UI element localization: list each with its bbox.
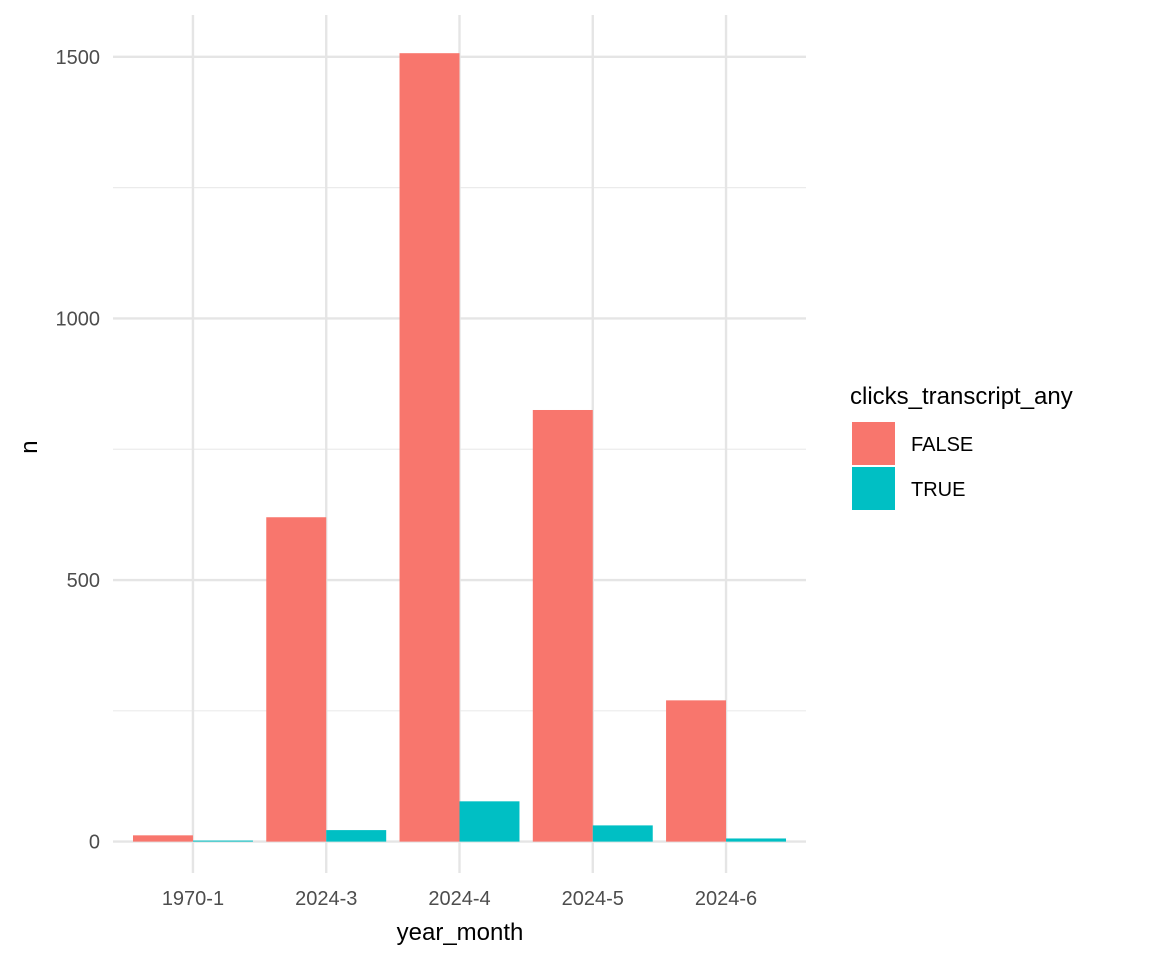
- legend-key-false: [852, 422, 895, 465]
- bar-true-2024-4: [459, 801, 520, 842]
- legend-label-true: TRUE: [911, 479, 965, 501]
- legend-title: clicks_transcript_any: [850, 383, 1073, 410]
- bar-false-1970-1: [132, 835, 193, 842]
- y-tick-label: 1000: [56, 308, 101, 330]
- y-tick-label: 0: [89, 832, 100, 854]
- bar-false-2024-6: [666, 700, 727, 842]
- y-tick-label: 1500: [56, 47, 101, 69]
- x-tick-label: 2024-5: [562, 888, 624, 910]
- bar-true-2024-5: [592, 825, 653, 842]
- bars: [132, 53, 787, 842]
- bar-false-2024-3: [266, 517, 327, 842]
- x-tick-label: 1970-1: [162, 888, 224, 910]
- x-axis-ticks: 1970-1 2024-3 2024-4 2024-5 2024-6: [162, 888, 757, 910]
- bar-true-1970-1: [192, 840, 253, 842]
- x-tick-label: 2024-4: [428, 888, 490, 910]
- legend: clicks_transcript_any FALSE TRUE: [850, 383, 1073, 510]
- bar-true-2024-3: [326, 830, 387, 842]
- x-tick-label: 2024-6: [695, 888, 757, 910]
- bar-true-2024-6: [726, 838, 787, 842]
- legend-label-false: FALSE: [911, 434, 973, 456]
- y-axis-ticks: 0 500 1000 1500: [56, 47, 101, 854]
- x-tick-label: 2024-3: [295, 888, 357, 910]
- legend-items: FALSE TRUE: [852, 422, 973, 510]
- y-tick-label: 500: [67, 570, 100, 592]
- bar-false-2024-5: [532, 409, 593, 842]
- bar-false-2024-4: [399, 53, 460, 842]
- legend-key-true: [852, 467, 895, 510]
- y-axis-title: n: [16, 440, 43, 453]
- x-axis-title: year_month: [397, 919, 524, 946]
